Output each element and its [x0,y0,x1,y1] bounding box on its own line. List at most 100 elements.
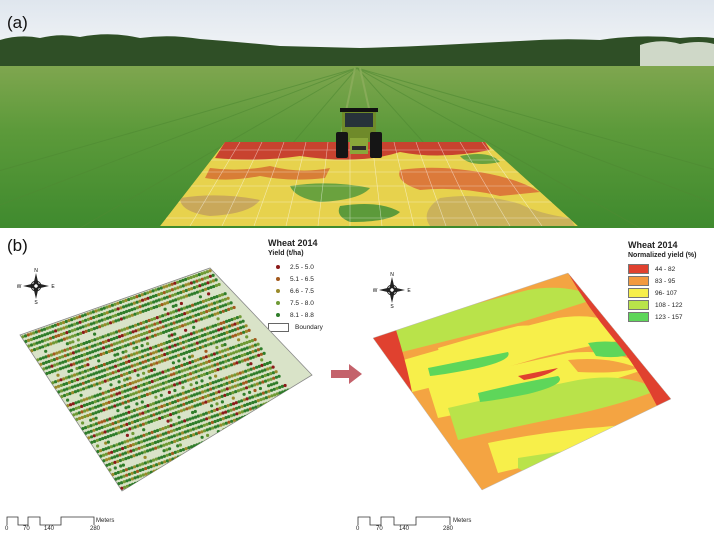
yield-sample-point [243,409,247,413]
yield-sample-point [184,345,188,349]
yield-sample-point [125,473,129,477]
yield-sample-point [146,466,150,470]
yield-sample-point [80,348,84,352]
yield-sample-point [178,443,182,447]
yield-sample-point [220,451,224,455]
yield-sample-point [243,352,247,357]
yield-sample-point [217,390,221,394]
yield-sample-point [229,352,233,356]
yield-sample-point [111,365,115,369]
yield-sample-point [260,369,264,373]
yield-sample-point [94,416,98,420]
yield-sample-point [145,392,149,397]
yield-sample-point [142,331,146,336]
yield-sample-point [289,398,293,402]
yield-sample-point [164,329,168,333]
yield-sample-point [87,340,91,344]
yield-sample-point [118,447,122,451]
yield-sample-point [114,421,118,425]
yield-sample-point [173,292,177,296]
legend-item-label: 96- 107 [655,289,678,297]
yield-sample-point [233,378,237,383]
yield-sample-point [160,455,164,459]
yield-sample-point [207,297,211,302]
yield-sample-point [68,386,72,390]
yield-sample-point [231,436,235,440]
yield-sample-point [192,325,196,329]
yield-sample-point [71,402,75,406]
yield-sample-point [130,409,134,413]
yield-sample-point [291,420,295,424]
yield-sample-point [247,425,251,429]
yield-sample-point [200,384,204,389]
yield-sample-point [41,356,45,360]
yield-sample-point [162,438,166,442]
yield-sample-point [160,359,164,363]
yield-sample-point [64,365,68,369]
yield-sample-point [263,413,267,417]
yield-sample-point [120,481,124,485]
yield-sample-point [242,381,246,385]
yield-sample-point [271,416,275,420]
yield-sample-point [174,309,178,313]
yield-sample-point [139,423,143,427]
yield-sample-point [140,445,144,449]
yield-sample-point [150,436,154,440]
yield-sample-point [108,417,112,421]
yield-sample-point [267,384,271,388]
yield-sample-point [128,382,132,386]
yield-sample-point [51,381,55,385]
yield-sample-point [136,424,140,428]
yield-sample-point [204,395,208,399]
yield-sample-point [210,415,214,419]
yield-sample-point [149,408,153,412]
panel-a-label: (a) [7,13,28,32]
yield-sample-point [71,340,75,344]
legend-item: 96- 107 [628,287,696,299]
yield-sample-point [233,317,237,321]
yield-sample-point [143,348,147,352]
yield-sample-point [214,323,218,327]
yield-sample-point [244,380,248,384]
yield-sample-point [171,451,175,455]
yield-sample-point [182,346,186,350]
yield-sample-point [140,394,144,398]
yield-sample-point [98,375,102,380]
yield-sample-point [208,382,212,386]
yield-sample-point [153,333,157,337]
yield-sample-point [119,311,123,315]
yield-sample-point [209,336,213,340]
yield-sample-point [195,392,199,396]
yield-sample-point [141,462,145,466]
yield-sample-point [218,406,222,410]
yield-sample-point [89,316,93,320]
yield-sample-point [108,310,112,314]
yield-sample-point [283,429,287,433]
yield-sample-point [258,381,262,385]
legend-item: 7.5 - 8.0 [268,297,323,309]
yield-sample-point [255,422,259,426]
yield-sample-point [132,352,136,356]
yield-sample-point [172,434,176,438]
yield-sample-point [290,409,294,413]
yield-sample-point [197,329,201,333]
yield-sample-point [166,357,170,361]
yield-sample-point [39,362,43,366]
yield-sample-point [234,440,238,445]
yield-sample-point [112,342,116,346]
yield-sample-point [115,448,119,452]
yield-sample-point [76,332,80,336]
yield-sample-point [277,374,281,378]
yield-sample-point [233,373,237,377]
yield-sample-point [102,351,106,355]
scale-tick-0: 0 [5,526,9,532]
yield-sample-point [111,309,115,313]
yield-sample-point [214,283,218,288]
yield-sample-point [124,411,128,415]
yield-sample-point [176,444,180,448]
yield-sample-point [175,371,179,375]
yield-sample-point [261,391,265,395]
yield-sample-point [177,359,181,363]
yield-sample-point [288,421,292,425]
yield-sample-point [113,466,117,470]
